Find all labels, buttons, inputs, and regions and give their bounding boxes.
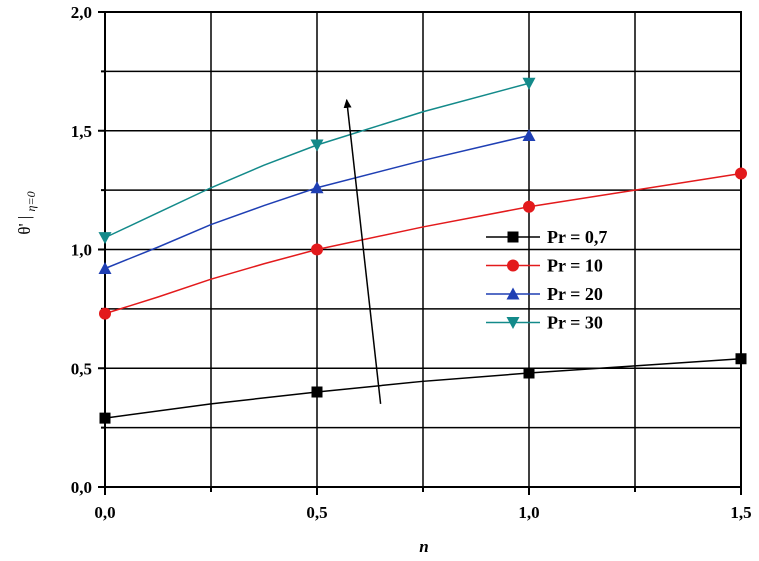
y-tick-label: 0,5 [71, 359, 92, 378]
x-tick-label: 1,0 [518, 503, 539, 522]
y-tick-label: 2,0 [71, 3, 92, 22]
legend-marker [506, 287, 520, 300]
trend-arrow [343, 98, 382, 404]
series-4 [98, 77, 536, 245]
x-tick-label: 1,5 [730, 503, 751, 522]
legend-item: Pr = 20 [486, 284, 603, 304]
legend-marker [507, 259, 519, 272]
data-point [523, 200, 535, 213]
series-line [104, 358, 742, 419]
data-point [98, 262, 112, 274]
grid [105, 12, 741, 487]
legend: Pr = 0,7 Pr = 10 Pr = 20 Pr = 30 [486, 227, 607, 333]
data-point [99, 307, 111, 320]
legend-label: Pr = 10 [547, 256, 603, 276]
data-point [99, 412, 111, 424]
y-axis-title-sub: η=0 [24, 191, 38, 211]
legend-marker [506, 317, 520, 329]
axis-ticks: 0,0 0,5 1,0 1,5 0,0 0,5 1,0 1,5 2,0 [71, 3, 752, 522]
y-axis-title-pipe: | [15, 216, 34, 219]
y-axis-title: θ' | η=0 [15, 191, 38, 234]
y-tick-label: 0,0 [71, 478, 92, 497]
x-tick-label: 0,0 [94, 503, 115, 522]
data-point [311, 386, 323, 398]
series-3 [98, 129, 536, 274]
legend-label: Pr = 0,7 [547, 227, 607, 247]
legend-item: Pr = 10 [486, 256, 603, 276]
y-tick-label: 1,5 [71, 122, 92, 141]
legend-marker [507, 231, 519, 243]
data-point [522, 77, 536, 90]
data-point [523, 367, 535, 379]
x-tick-label: 0,5 [306, 503, 327, 522]
series-line [104, 82, 530, 239]
data-point [735, 167, 747, 180]
legend-label: Pr = 20 [547, 284, 603, 304]
data-point [735, 353, 747, 365]
legend-label: Pr = 30 [547, 313, 603, 333]
series-layer [98, 77, 747, 424]
x-axis-title: n [419, 537, 428, 556]
data-point [98, 232, 112, 245]
data-point [310, 139, 324, 152]
data-point [311, 243, 323, 256]
series-line [104, 134, 530, 270]
data-point [522, 129, 536, 141]
y-axis-title-main: θ' [15, 223, 34, 234]
series-1 [99, 353, 747, 424]
legend-item: Pr = 0,7 [486, 227, 607, 247]
y-tick-label: 1,0 [71, 241, 92, 260]
series-2 [99, 167, 747, 320]
legend-item: Pr = 30 [486, 313, 603, 333]
data-point [310, 181, 324, 194]
